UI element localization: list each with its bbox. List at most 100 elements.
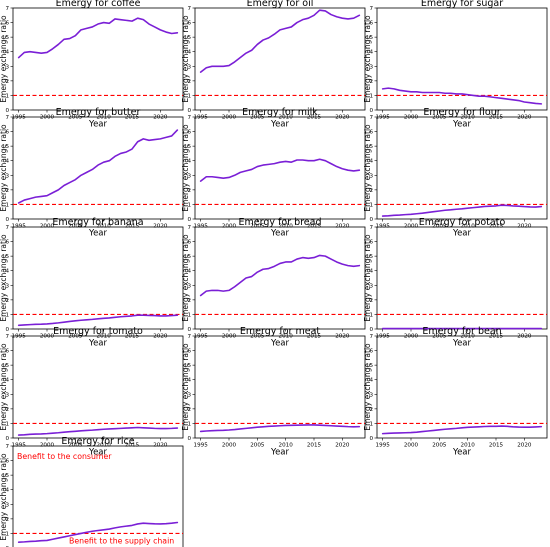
series-line [17, 17, 179, 59]
x-axis-label: Year [88, 120, 108, 130]
subplot-title: Emergy for milk [242, 107, 318, 118]
y-tick-label: 5 [187, 35, 191, 41]
y-tick-label: 1 [5, 312, 9, 318]
y-tick-label: 4 [369, 159, 373, 165]
y-tick-label: 6 [5, 21, 9, 27]
x-tick-label: 2015 [489, 334, 504, 340]
y-tick-label: 4 [5, 488, 9, 494]
y-tick-label: 0 [187, 217, 191, 223]
y-tick-label: 7 [369, 334, 373, 340]
axes-frame [194, 116, 366, 220]
subplot-title: Emergy for rice [61, 436, 134, 447]
y-tick-label: 4 [5, 378, 9, 384]
series-line [199, 254, 361, 297]
y-tick-label: 7 [369, 225, 373, 231]
x-axis-label: Year [452, 339, 472, 349]
axes-frame [12, 116, 184, 220]
y-tick-label: 3 [5, 502, 9, 508]
x-tick-label: 1995 [12, 224, 27, 230]
x-tick-label: 1995 [194, 334, 209, 340]
series-line [17, 314, 179, 327]
x-tick-label: 2005 [250, 115, 265, 121]
y-tick-label: 6 [5, 130, 9, 136]
x-tick-label: 2000 [40, 443, 55, 449]
x-tick-label: 2020 [335, 115, 350, 121]
y-axis-label: Emergy exchange ratio [0, 124, 8, 212]
y-tick-label: 7 [369, 115, 373, 121]
series-line [17, 521, 179, 543]
x-tick-label: 2005 [432, 334, 447, 340]
y-tick-label: 4 [369, 50, 373, 56]
x-tick-label: 1995 [194, 443, 209, 449]
series-line [199, 424, 361, 433]
x-tick-label: 2005 [68, 443, 83, 449]
y-tick-label: 6 [5, 240, 9, 246]
y-axis-label: Emergy exchange ratio [363, 343, 372, 431]
y-tick-label: 6 [5, 459, 9, 465]
x-tick-label: 2010 [97, 334, 112, 340]
y-axis-label: Emergy exchange ratio [0, 15, 8, 103]
x-tick-label: 2020 [153, 224, 168, 230]
x-tick-label: 2015 [489, 115, 504, 121]
y-tick-label: 5 [5, 363, 9, 369]
y-tick-label: 1 [369, 421, 373, 427]
x-axis-label: Year [88, 339, 108, 349]
y-axis-label: Emergy exchange ratio [181, 343, 190, 431]
y-tick-label: 5 [5, 144, 9, 150]
y-tick-label: 6 [369, 130, 373, 136]
x-tick-label: 1995 [12, 115, 27, 121]
y-tick-label: 1 [369, 312, 373, 318]
y-axis-label: Emergy exchange ratio [0, 343, 8, 431]
x-tick-label: 2005 [432, 224, 447, 230]
x-tick-label: 2000 [404, 443, 419, 449]
y-axis-label: Emergy exchange ratio [181, 234, 190, 322]
annotation-supply-chain: Benefit to the supply chain [69, 537, 174, 546]
y-tick-label: 1 [5, 421, 9, 427]
y-tick-label: 5 [187, 144, 191, 150]
series-line [381, 425, 543, 435]
x-tick-label: 1995 [376, 115, 391, 121]
y-tick-label: 3 [369, 283, 373, 289]
y-tick-label: 0 [5, 217, 9, 223]
axes-frame [194, 335, 366, 439]
y-tick-label: 1 [187, 93, 191, 99]
y-tick-label: 6 [369, 349, 373, 355]
y-tick-label: 2 [5, 188, 9, 194]
x-tick-label: 2010 [461, 443, 476, 449]
y-tick-label: 7 [5, 334, 9, 340]
y-tick-label: 4 [187, 378, 191, 384]
y-tick-label: 3 [5, 64, 9, 70]
y-axis-label: Emergy exchange ratio [363, 15, 372, 103]
x-tick-label: 2020 [153, 115, 168, 121]
y-tick-label: 1 [5, 202, 9, 208]
x-tick-label: 2010 [279, 443, 294, 449]
x-tick-label: 1995 [376, 334, 391, 340]
x-tick-label: 2000 [40, 224, 55, 230]
x-tick-label: 1995 [12, 334, 27, 340]
x-tick-label: 2015 [125, 115, 140, 121]
x-axis-label: Year [270, 120, 290, 130]
y-tick-label: 3 [187, 173, 191, 179]
x-tick-label: 2015 [307, 443, 322, 449]
subplot-title: Emergy for meat [240, 326, 321, 337]
y-tick-label: 0 [369, 436, 373, 442]
x-tick-label: 2000 [404, 115, 419, 121]
x-axis-label: Year [270, 339, 290, 349]
x-tick-label: 2020 [153, 334, 168, 340]
y-tick-label: 1 [369, 202, 373, 208]
axes-frame [12, 335, 184, 439]
annotation-consumer: Benefit to the consumer [17, 452, 112, 461]
y-tick-label: 4 [5, 159, 9, 165]
y-axis-label: Emergy exchange ratio [363, 234, 372, 322]
subplot-title: Emergy for coffee [56, 0, 141, 9]
y-tick-label: 2 [5, 298, 9, 304]
x-tick-label: 2010 [97, 224, 112, 230]
y-axis-label: Emergy exchange ratio [181, 124, 190, 212]
x-axis-label: Year [452, 448, 472, 458]
x-axis-label: Year [270, 229, 290, 239]
y-tick-label: 5 [369, 254, 373, 260]
